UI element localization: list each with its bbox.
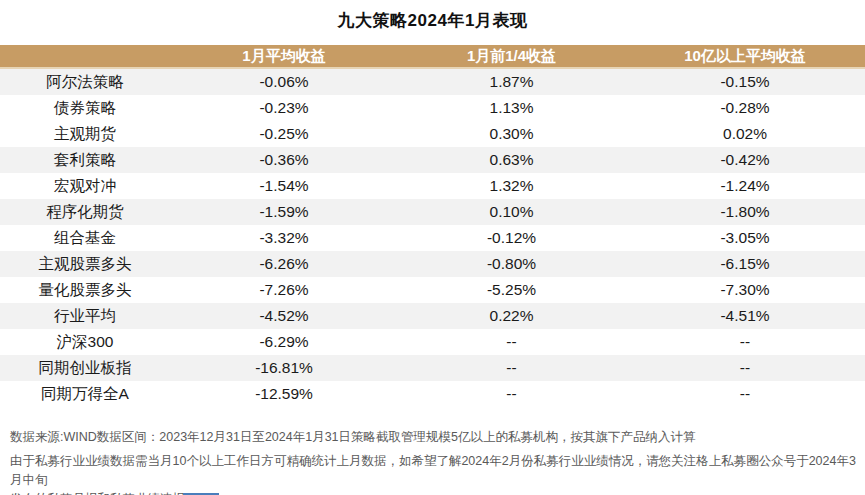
strategy-name-cell: 债券策略	[0, 95, 170, 121]
top-quartile-cell: --	[398, 355, 625, 381]
over-1b-cell: -7.30%	[625, 277, 865, 303]
table-row: 主观期货 -0.25% 0.30% 0.02%	[0, 121, 865, 147]
avg-return-cell: -1.59%	[170, 199, 398, 225]
table-row: 行业平均 -4.52% 0.22% -4.51%	[0, 303, 865, 329]
table-row: 阿尔法策略 -0.06% 1.87% -0.15%	[0, 68, 865, 95]
strategy-name-cell: 程序化期货	[0, 199, 170, 225]
avg-return-cell: -7.26%	[170, 277, 398, 303]
avg-return-cell: -16.81%	[170, 355, 398, 381]
table-row: 程序化期货 -1.59% 0.10% -1.80%	[0, 199, 865, 225]
top-quartile-cell: 0.30%	[398, 121, 625, 147]
strategy-name-cell: 同期万得全A	[0, 381, 170, 407]
footnote-data-source: 数据来源:WIND数据区间：2023年12月31日至2024年1月31日策略截取…	[10, 428, 865, 447]
strategy-name-cell: 组合基金	[0, 225, 170, 251]
column-header-top-quartile-return: 1月前1/4收益	[398, 45, 625, 68]
top-quartile-cell: 1.87%	[398, 68, 625, 95]
avg-return-cell: -3.32%	[170, 225, 398, 251]
top-quartile-cell: -5.25%	[398, 277, 625, 303]
avg-return-cell: -12.59%	[170, 381, 398, 407]
table-row: 组合基金 -3.32% -0.12% -3.05%	[0, 225, 865, 251]
avg-return-cell: -0.06%	[170, 68, 398, 95]
strategy-name-cell: 阿尔法策略	[0, 68, 170, 95]
over-1b-cell: -0.28%	[625, 95, 865, 121]
top-quartile-cell: 0.22%	[398, 303, 625, 329]
footnote-disclaimer-line2: 发布的私募月报和私募业绩速报。	[10, 490, 865, 495]
table-row: 套利策略 -0.36% 0.63% -0.42%	[0, 147, 865, 173]
over-1b-cell: --	[625, 381, 865, 407]
over-1b-cell: -4.51%	[625, 303, 865, 329]
column-header-strategy	[0, 45, 170, 68]
avg-return-cell: -0.36%	[170, 147, 398, 173]
table-row: 主观股票多头 -6.26% -0.80% -6.15%	[0, 251, 865, 277]
table-row: 同期万得全A -12.59% -- --	[0, 381, 865, 407]
avg-return-cell: -4.52%	[170, 303, 398, 329]
top-quartile-cell: -0.80%	[398, 251, 625, 277]
table-header-row: 1月平均收益 1月前1/4收益 10亿以上平均收益	[0, 45, 865, 68]
strategy-name-cell: 沪深300	[0, 329, 170, 355]
over-1b-cell: 0.02%	[625, 121, 865, 147]
over-1b-cell: --	[625, 329, 865, 355]
top-quartile-cell: -0.12%	[398, 225, 625, 251]
table-row: 宏观对冲 -1.54% 1.32% -1.24%	[0, 173, 865, 199]
top-quartile-cell: --	[398, 329, 625, 355]
column-header-over-1b-avg-return: 10亿以上平均收益	[625, 45, 865, 68]
footnotes: 数据来源:WIND数据区间：2023年12月31日至2024年1月31日策略截取…	[10, 428, 865, 495]
avg-return-cell: -0.25%	[170, 121, 398, 147]
report-page: 九大策略2024年1月表现 1月平均收益 1月前1/4收益 10亿以上平均收益 …	[0, 0, 865, 495]
page-title: 九大策略2024年1月表现	[0, 0, 865, 32]
table-row: 债券策略 -0.23% 1.13% -0.28%	[0, 95, 865, 121]
avg-return-cell: -6.29%	[170, 329, 398, 355]
strategy-name-cell: 主观期货	[0, 121, 170, 147]
over-1b-cell: -1.24%	[625, 173, 865, 199]
over-1b-cell: --	[625, 355, 865, 381]
over-1b-cell: -3.05%	[625, 225, 865, 251]
top-quartile-cell: 0.63%	[398, 147, 625, 173]
strategy-name-cell: 行业平均	[0, 303, 170, 329]
avg-return-cell: -6.26%	[170, 251, 398, 277]
strategy-name-cell: 量化股票多头	[0, 277, 170, 303]
top-quartile-cell: 0.10%	[398, 199, 625, 225]
top-quartile-cell: 1.32%	[398, 173, 625, 199]
over-1b-cell: -0.42%	[625, 147, 865, 173]
table-row: 沪深300 -6.29% -- --	[0, 329, 865, 355]
avg-return-cell: -0.23%	[170, 95, 398, 121]
strategy-name-cell: 主观股票多头	[0, 251, 170, 277]
top-quartile-cell: 1.13%	[398, 95, 625, 121]
avg-return-cell: -1.54%	[170, 173, 398, 199]
strategy-name-cell: 同期创业板指	[0, 355, 170, 381]
strategy-performance-table: 1月平均收益 1月前1/4收益 10亿以上平均收益 阿尔法策略 -0.06% 1…	[0, 45, 865, 407]
strategy-name-cell: 宏观对冲	[0, 173, 170, 199]
over-1b-cell: -1.80%	[625, 199, 865, 225]
top-quartile-cell: --	[398, 381, 625, 407]
table-row: 同期创业板指 -16.81% -- --	[0, 355, 865, 381]
table-row: 量化股票多头 -7.26% -5.25% -7.30%	[0, 277, 865, 303]
over-1b-cell: -6.15%	[625, 251, 865, 277]
footnote-disclaimer-line1: 由于私募行业业绩数据需当月10个以上工作日方可精确统计上月数据，如希望了解202…	[10, 452, 865, 490]
over-1b-cell: -0.15%	[625, 68, 865, 95]
strategy-name-cell: 套利策略	[0, 147, 170, 173]
column-header-monthly-avg-return: 1月平均收益	[170, 45, 398, 68]
